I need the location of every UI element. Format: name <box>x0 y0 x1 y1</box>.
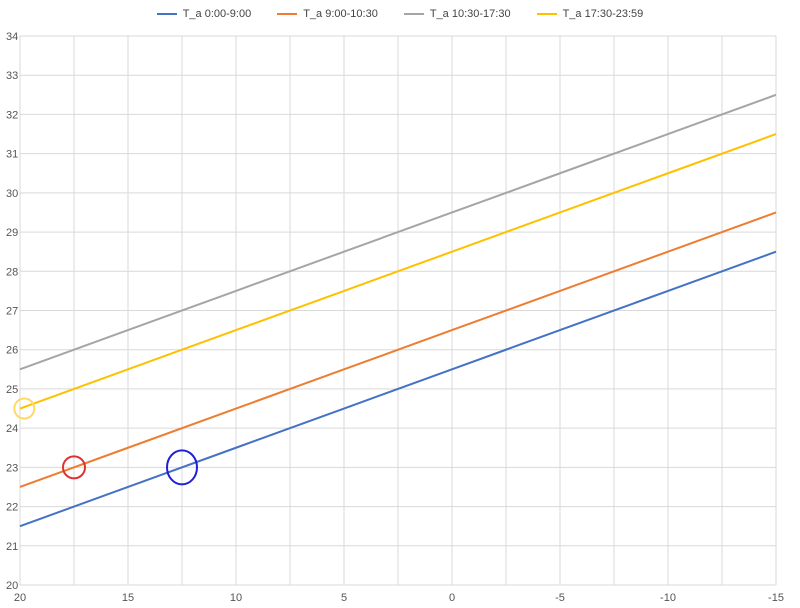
y-tick-label: 33 <box>6 70 18 82</box>
legend-label: T_a 9:00-10:30 <box>303 8 378 20</box>
series-line <box>19 133 777 410</box>
x-tick-label: 5 <box>341 592 347 604</box>
y-tick-label: 26 <box>6 345 18 357</box>
legend-item: T_a 17:30-23:59 <box>536 8 644 20</box>
y-tick-label: 32 <box>6 109 18 121</box>
y-tick-label: 25 <box>6 384 18 396</box>
y-tick-label: 20 <box>6 580 18 592</box>
annotation-circle <box>166 449 198 486</box>
annotation-circle <box>13 397 36 420</box>
legend-swatch <box>277 13 298 15</box>
y-tick-label: 28 <box>6 266 18 278</box>
legend-item: T_a 10:30-17:30 <box>403 8 511 20</box>
x-tick-label: -5 <box>555 592 565 604</box>
series-line <box>19 211 777 488</box>
y-tick-label: 31 <box>6 149 18 161</box>
legend-item: T_a 0:00-9:00 <box>156 8 252 20</box>
legend: T_a 0:00-9:00 T_a 9:00-10:30 T_a 10:30-1… <box>0 8 800 20</box>
series-line <box>19 250 777 528</box>
x-tick-label: 20 <box>14 592 26 604</box>
y-tick-label: 27 <box>6 306 18 318</box>
legend-label: T_a 0:00-9:00 <box>182 8 252 20</box>
legend-swatch <box>156 13 177 15</box>
legend-swatch <box>403 13 424 15</box>
annotation-circle <box>62 455 86 480</box>
x-tick-label: -15 <box>768 592 784 604</box>
y-tick-label: 23 <box>6 462 18 474</box>
x-tick-label: 0 <box>449 592 455 604</box>
y-tick-label: 24 <box>6 423 18 435</box>
y-tick-label: 22 <box>6 502 18 514</box>
x-tick-label: -10 <box>660 592 676 604</box>
x-tick-label: 10 <box>230 592 242 604</box>
legend-swatch <box>536 13 557 15</box>
legend-label: T_a 10:30-17:30 <box>429 8 511 20</box>
y-tick-label: 29 <box>6 227 18 239</box>
y-tick-label: 34 <box>6 31 18 43</box>
legend-item: T_a 9:00-10:30 <box>277 8 378 20</box>
y-tick-label: 30 <box>6 188 18 200</box>
legend-label: T_a 17:30-23:59 <box>562 8 644 20</box>
series-line <box>19 93 777 371</box>
x-tick-label: 15 <box>122 592 134 604</box>
y-tick-label: 21 <box>6 541 18 553</box>
